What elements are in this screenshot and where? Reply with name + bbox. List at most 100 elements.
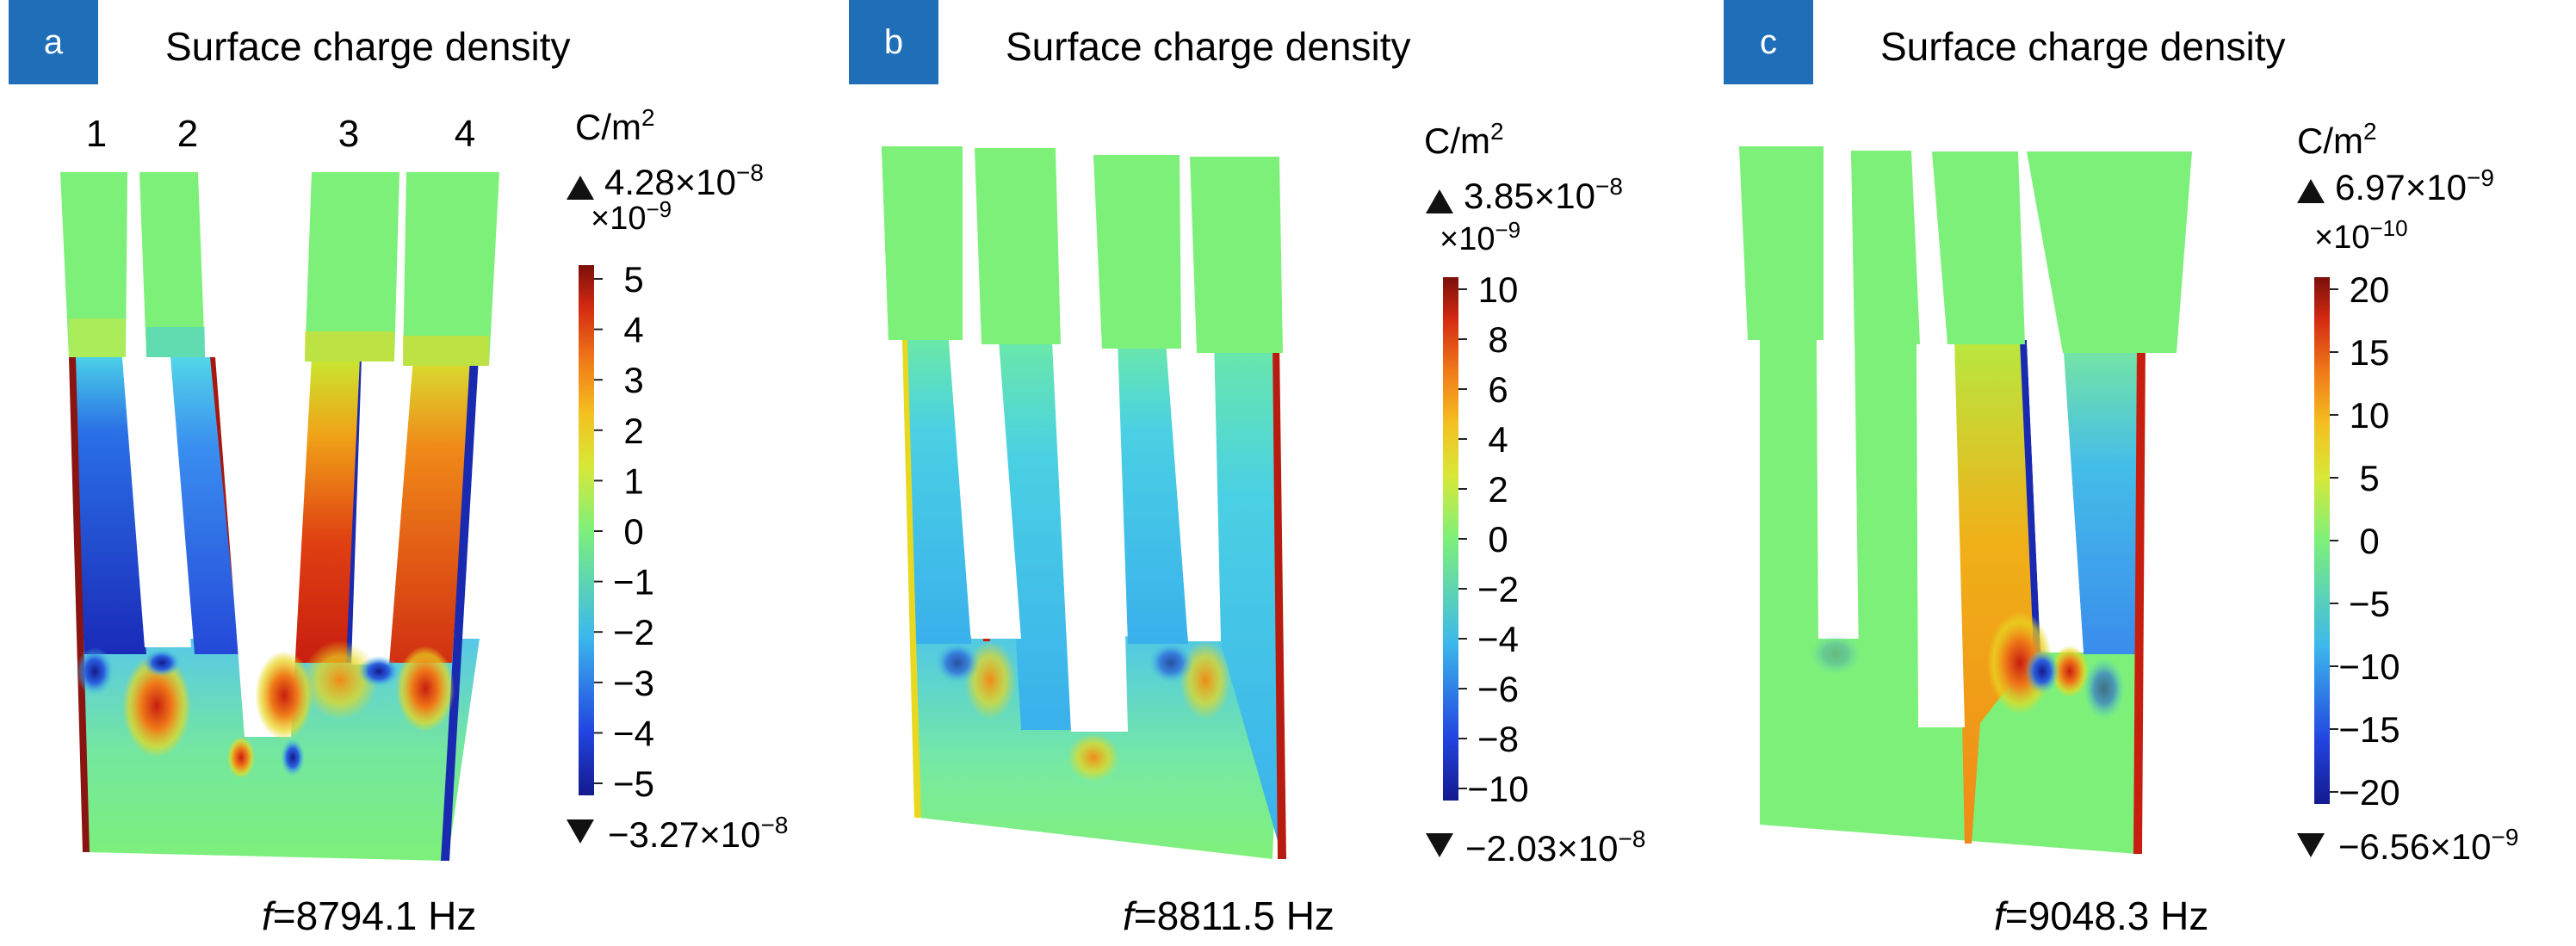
panel-a-hotspot	[122, 654, 191, 757]
panel-c-min-exp: −9	[2492, 824, 2519, 850]
panel-c-gap	[2027, 340, 2084, 652]
panel-c-finger-3-body	[1954, 340, 2034, 844]
max-triangle-icon	[2297, 179, 2325, 203]
panel-a-max-mantissa: 4.28×10	[604, 162, 736, 202]
colorbar-tick-label: 4	[623, 310, 643, 350]
panel-a-cap-blend	[305, 331, 394, 362]
panel-c-unit: C/m2	[2297, 118, 2377, 161]
panel-c-max-exp: −9	[2467, 164, 2494, 191]
panel-a-cap-blend	[146, 327, 205, 357]
panel-a-max: 4.28×10−8	[604, 159, 764, 202]
panel-a-finger-4	[389, 357, 474, 663]
colorbar-tick-label: −5	[2349, 584, 2390, 624]
panel-b-min: −2.03×10−8	[1465, 825, 1645, 869]
panel-b-cap-4	[1190, 157, 1283, 353]
colorbar-tick-label: −5	[613, 764, 654, 804]
colorbar-tick-label: 3	[623, 360, 643, 400]
panel-c-min: −6.56×10−9	[2338, 824, 2518, 867]
panel-b-cap-1c	[882, 146, 963, 340]
colorbar-tick-label: −10	[2338, 646, 2400, 687]
max-triangle-icon	[1426, 189, 1453, 213]
panel-a-scale: ×10−9	[591, 196, 672, 237]
panel-b-edge	[1273, 340, 1286, 859]
panel-a-freq-value: =8794.1 Hz	[273, 893, 477, 938]
panel-a-badge	[9, 0, 98, 84]
panel-a-coldspot	[358, 656, 399, 687]
panel-c-finger-4	[2063, 340, 2142, 654]
panel-b-unit-base: C/m	[1424, 121, 1490, 161]
panel-c-scale-exp: −10	[2369, 215, 2407, 241]
panel-b-unit-exp: 2	[1490, 118, 1504, 145]
panel-a-frequency: f=8794.1 Hz	[262, 893, 476, 938]
colorbar-tick-label: 10	[2350, 395, 2390, 436]
finger-label-4: 4	[455, 113, 475, 155]
panel-b-min-mantissa: −2.03×10	[1465, 828, 1619, 869]
panel-a-unit: C/m2	[575, 104, 655, 147]
panel-a-cap-3	[305, 172, 399, 362]
panel-c-gap	[1817, 340, 1858, 639]
colorbar-tick-label: 2	[623, 411, 643, 451]
panel-a-coldspot	[76, 647, 114, 696]
colorbar-tick-label: 0	[2359, 521, 2379, 561]
panel-b-finger-3	[1118, 340, 1188, 644]
panel-a-cap-4	[403, 172, 499, 366]
panel-b-gap	[949, 340, 1021, 639]
colorbar-tick-label: −4	[1477, 619, 1519, 659]
colorbar-tick-label: −15	[2338, 709, 2400, 750]
colorbar-tick-label: 0	[623, 511, 643, 552]
panel-b-scale-base: ×10	[1440, 221, 1495, 257]
panel-b-hotspot	[1068, 733, 1119, 782]
colorbar-tick-label: −3	[613, 663, 654, 703]
panel-b-cap-2	[975, 148, 1061, 344]
panel-c-freq-symbol: f	[1994, 893, 2009, 938]
panel-b-title: Surface charge density	[1006, 24, 1411, 69]
panel-b-badge	[849, 0, 938, 84]
colorbar-tick-label: 6	[1488, 369, 1508, 410]
panel-b-frequency: f=8811.5 Hz	[1123, 893, 1334, 938]
min-triangle-icon	[2297, 833, 2325, 857]
panel-a-cap-1	[60, 172, 127, 357]
finger-label-1: 1	[86, 113, 107, 155]
panel-a-finger-1	[69, 357, 146, 654]
panel-b-letter: b	[884, 23, 903, 61]
panel-b: b Surface charge density	[849, 0, 1645, 938]
panel-a-scale-exp: −9	[646, 196, 672, 222]
panel-c-max-mantissa: 6.97×10	[2335, 167, 2467, 207]
colorbar-tick-label: 20	[2350, 269, 2390, 310]
panel-c-frequency: f=9048.3 Hz	[1994, 893, 2208, 938]
panel-a-gap-34	[351, 357, 413, 665]
panel-b-max: 3.85×10−8	[1464, 173, 1623, 216]
panel-a-edge-1	[69, 357, 90, 852]
panel-c-min-mantissa: −6.56×10	[2338, 826, 2492, 867]
panel-a-min-mantissa: −3.27×10	[608, 814, 761, 855]
colorbar-tick-label: −1	[613, 562, 654, 603]
colorbar-tick-label: −6	[1477, 669, 1519, 709]
panel-c-scale: ×10−10	[2314, 215, 2408, 256]
panel-c-scale-base: ×10	[2314, 219, 2369, 256]
colorbar-tick-label: 15	[2350, 332, 2390, 373]
panel-a-min-exp: −8	[761, 812, 789, 838]
panel-a-title: Surface charge density	[165, 24, 571, 69]
panel-b-min-exp: −8	[1619, 825, 1646, 852]
colorbar-tick-label: 10	[1478, 269, 1519, 310]
panel-c-title: Surface charge density	[1880, 24, 2286, 69]
min-triangle-icon	[567, 819, 594, 844]
min-triangle-icon	[1426, 833, 1453, 857]
panel-c-colorbar-ticks: 20 15 10 5 0 −5 −10 −15 −20	[2330, 269, 2400, 813]
panel-c-edge	[2020, 340, 2040, 652]
panel-a-hotspot	[227, 737, 255, 778]
panel-a: a Surface charge density 1 2 3 4	[9, 0, 788, 938]
colorbar-tick-label: 5	[623, 259, 643, 300]
panel-a-hotspot	[396, 646, 455, 732]
panel-b-legend: C/m2 3.85×10−8 ×10−9 1086420−2−4−6−8−10 …	[1424, 118, 1645, 869]
panel-b-colorbar	[1443, 277, 1458, 801]
panel-c-coldspot	[2084, 658, 2125, 720]
panel-b-gap	[1052, 340, 1128, 732]
panel-a-colorbar-ticks: 5 4 3 2 1 0 −1 −2 −3 −4 −5	[594, 259, 654, 804]
panel-a-colorbar	[579, 265, 594, 795]
panel-c-structure	[1739, 146, 2192, 854]
panel-c-gap	[1917, 340, 1965, 727]
panel-a-scale-base: ×10	[591, 201, 646, 237]
panel-b-coldspot	[1149, 642, 1193, 683]
panel-b-unit: C/m2	[1424, 118, 1504, 161]
